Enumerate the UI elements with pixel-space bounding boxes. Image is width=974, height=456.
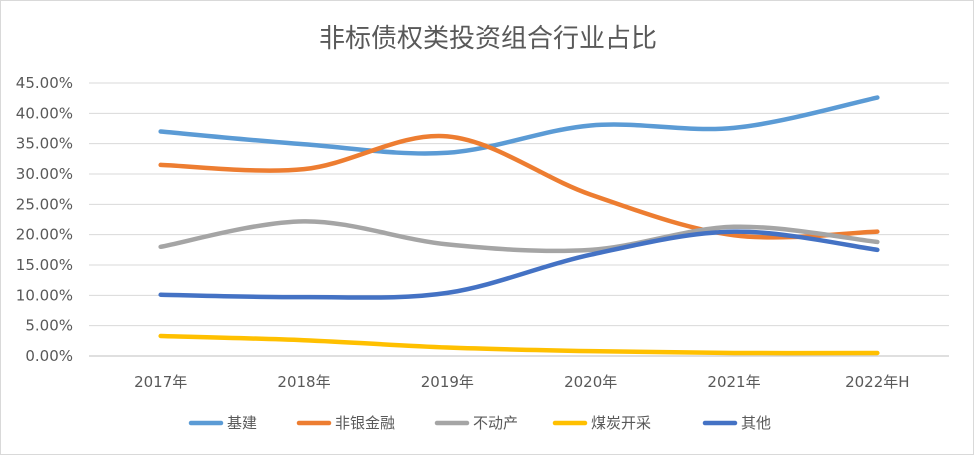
y-axis-ticks: 0.00% 5.00% 10.00% 15.00% 20.00% 25.00% 30.00%… [16, 74, 73, 365]
x-tick-label: 2019年 [421, 373, 474, 391]
x-tick-label: 2021年 [707, 373, 760, 391]
x-tick-label: 2018年 [277, 373, 330, 391]
legend-label: 基建 [227, 414, 257, 432]
y-tick-label: 10.00% [16, 286, 73, 304]
legend-label: 非银金融 [335, 414, 395, 432]
y-tick-label: 15.00% [16, 256, 73, 274]
y-tick-label: 35.00% [16, 135, 73, 153]
gridlines [89, 82, 949, 357]
series-lines [158, 95, 880, 356]
legend: 基建 非银金融 不动产 煤炭开采 其他 [188, 414, 771, 432]
series-line-0 [158, 95, 880, 156]
chart-title: 非标债权类投资组合行业占比 [319, 24, 657, 54]
series-line-1 [158, 133, 880, 240]
legend-label: 不动产 [473, 414, 518, 432]
y-tick-label: 30.00% [16, 165, 73, 183]
x-tick-label: 2020年 [564, 373, 617, 391]
y-tick-label: 45.00% [16, 74, 73, 92]
x-axis-ticks: 2017年 2018年 2019年 2020年 2021年 2022年H [134, 373, 909, 391]
y-tick-label: 0.00% [25, 347, 73, 365]
y-tick-label: 5.00% [25, 317, 73, 335]
x-tick-label: 2017年 [134, 373, 187, 391]
legend-label: 煤炭开采 [591, 414, 651, 432]
series-line-4 [158, 229, 880, 300]
legend-label: 其他 [741, 414, 771, 432]
y-tick-label: 20.00% [16, 226, 73, 244]
series-line-3 [158, 333, 880, 356]
y-tick-label: 25.00% [16, 195, 73, 213]
y-tick-label: 40.00% [16, 104, 73, 122]
x-tick-label: 2022年H [845, 373, 909, 391]
series-line-2 [158, 219, 880, 254]
